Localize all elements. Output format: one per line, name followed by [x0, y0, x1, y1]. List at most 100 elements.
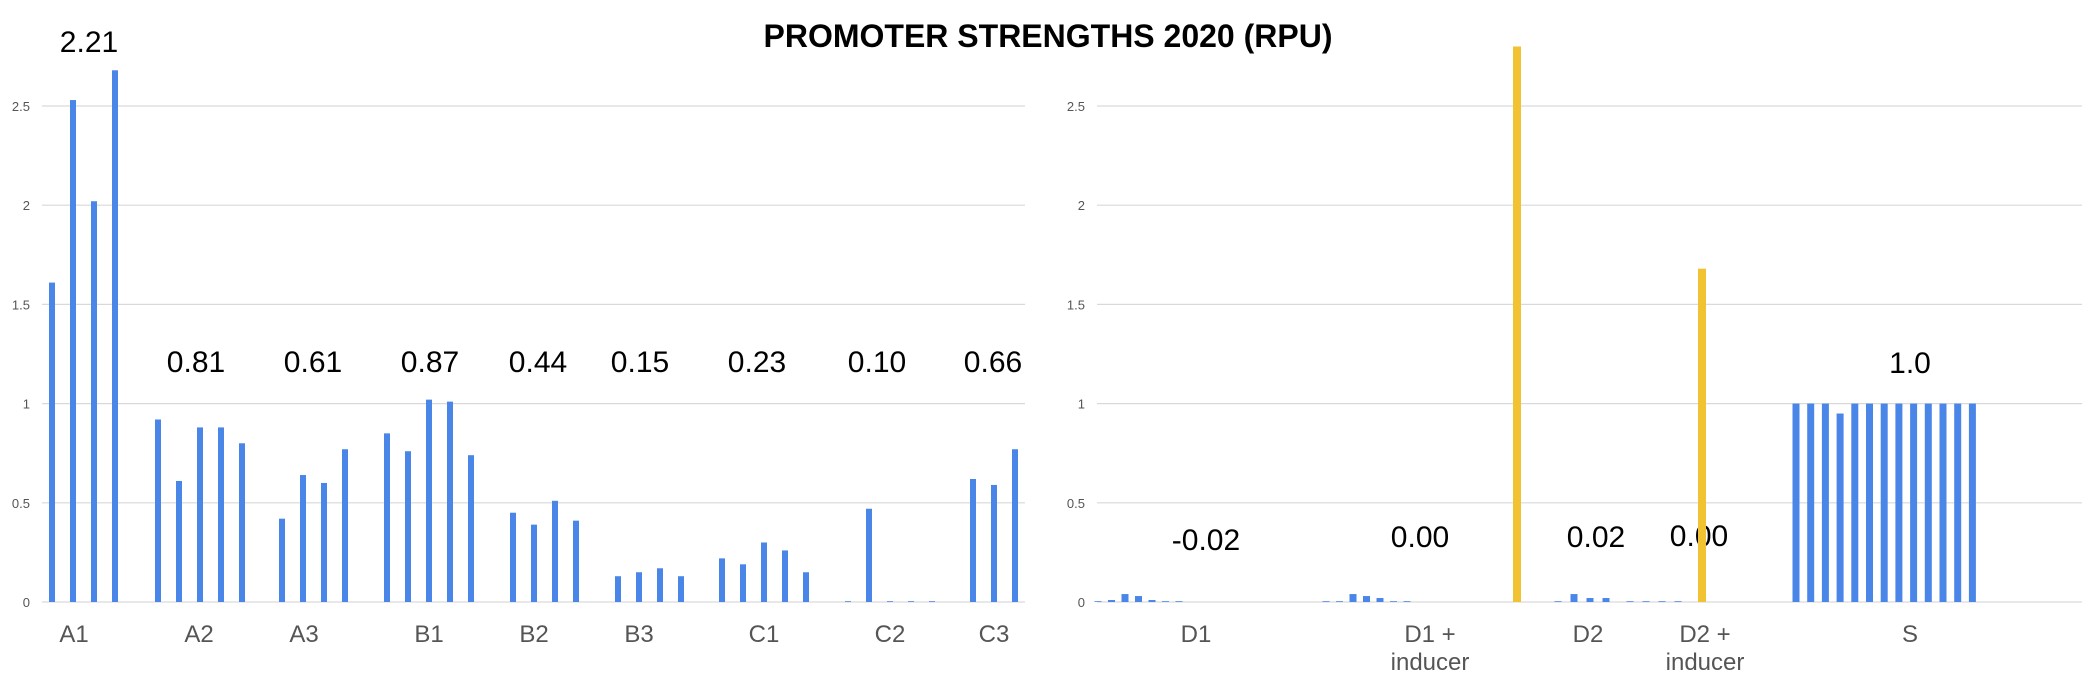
- x-category-label: C3: [979, 621, 1010, 648]
- y-tick-label: 1.5: [12, 297, 30, 312]
- bar: [1910, 403, 1918, 602]
- bar: [1836, 413, 1844, 602]
- x-category-label: B1: [414, 621, 443, 648]
- y-tick-label: 1.5: [1067, 297, 1085, 312]
- bar: [1602, 598, 1610, 602]
- bar: [803, 572, 809, 602]
- bar: [1336, 601, 1343, 602]
- bar: [1895, 403, 1903, 602]
- bar: [405, 451, 411, 602]
- bar: [719, 558, 725, 602]
- bar: [1094, 601, 1102, 602]
- y-tick-label: 0.5: [12, 496, 30, 511]
- mean-value-label: 0.00: [1391, 521, 1449, 554]
- y-tick-label: 0.5: [1067, 496, 1085, 511]
- bar: [176, 480, 182, 602]
- bar: [1135, 596, 1142, 602]
- bar: [908, 601, 914, 602]
- bar: [1513, 46, 1521, 603]
- mean-value-label: 0.44: [509, 346, 567, 379]
- mean-value-label: 1.0: [1889, 347, 1931, 380]
- bar: [636, 572, 642, 602]
- bar: [1698, 268, 1706, 602]
- bar: [1674, 601, 1682, 602]
- bar: [1363, 596, 1370, 602]
- x-category-label: D2 +: [1679, 621, 1730, 648]
- bar: [740, 564, 746, 602]
- bar: [657, 568, 663, 602]
- x-category-label: A3: [289, 621, 318, 648]
- bar: [49, 282, 55, 602]
- bar: [887, 601, 893, 602]
- bar: [1807, 403, 1815, 602]
- x-category-label: D1 +: [1404, 621, 1455, 648]
- mean-value-label: 0.81: [167, 346, 225, 379]
- x-category-label: inducer: [1666, 649, 1745, 676]
- bar: [1121, 594, 1129, 602]
- mean-value-label: 0.02: [1567, 521, 1625, 554]
- x-category-label: B3: [624, 621, 653, 648]
- y-tick-label: 2: [1078, 198, 1085, 213]
- x-category-label: D2: [1573, 621, 1604, 648]
- bar: [1175, 601, 1183, 602]
- x-category-label: A2: [184, 621, 213, 648]
- bar: [1162, 601, 1169, 602]
- bar: [678, 576, 684, 602]
- bar: [91, 201, 97, 602]
- mean-value-label: 0.15: [611, 346, 669, 379]
- bar: [782, 550, 788, 602]
- bar: [1866, 403, 1873, 602]
- bar: [447, 401, 453, 602]
- y-tick-label: 2.5: [12, 99, 30, 114]
- bar: [155, 419, 161, 602]
- bar: [1376, 598, 1384, 602]
- y-tick-label: 2.5: [1067, 99, 1085, 114]
- bar: [1012, 449, 1018, 602]
- bar: [1349, 594, 1357, 602]
- bar: [1642, 601, 1650, 602]
- bar: [991, 484, 997, 602]
- mean-value-label: 0.66: [964, 346, 1022, 379]
- bar: [1322, 601, 1330, 602]
- x-category-label: inducer: [1391, 649, 1470, 676]
- chart-title: PROMOTER STRENGTHS 2020 (RPU): [763, 18, 1333, 54]
- bar: [970, 478, 976, 602]
- y-tick-label: 0: [23, 595, 30, 610]
- bar: [342, 449, 348, 602]
- bar: [573, 520, 579, 602]
- bar: [1924, 403, 1932, 602]
- bar: [510, 512, 516, 602]
- bar: [1954, 403, 1962, 602]
- bar: [531, 524, 537, 602]
- bar: [1570, 594, 1578, 602]
- x-category-label: C2: [875, 621, 906, 648]
- bar: [1148, 600, 1156, 602]
- bar: [615, 576, 621, 602]
- x-category-label: C1: [749, 621, 780, 648]
- bar: [1390, 601, 1397, 602]
- bar: [70, 100, 76, 602]
- bar: [1880, 403, 1888, 602]
- bar: [845, 601, 851, 602]
- bar: [1626, 601, 1634, 602]
- bar: [112, 70, 118, 602]
- mean-value-label: -0.02: [1172, 524, 1240, 557]
- y-tick-label: 1: [23, 397, 30, 412]
- bar: [239, 443, 245, 602]
- mean-value-label: 0.23: [728, 346, 786, 379]
- y-tick-label: 0: [1078, 595, 1085, 610]
- mean-value-label: 0.10: [848, 346, 906, 379]
- bar: [218, 427, 224, 602]
- bar: [1939, 403, 1947, 602]
- bar: [1586, 598, 1594, 602]
- x-category-label: S: [1902, 621, 1918, 648]
- bar: [1792, 403, 1800, 602]
- y-tick-label: 1: [1078, 397, 1085, 412]
- bar: [1821, 403, 1829, 602]
- x-category-label: A1: [59, 621, 88, 648]
- bar: [468, 455, 474, 602]
- bar: [1554, 601, 1562, 602]
- mean-value-label: 0.61: [284, 346, 342, 379]
- bar: [384, 433, 390, 602]
